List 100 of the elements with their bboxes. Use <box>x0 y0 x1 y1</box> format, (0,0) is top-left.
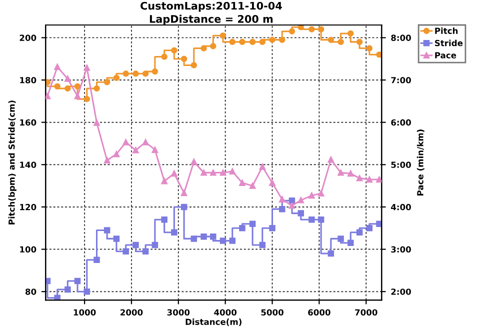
point <box>171 47 178 54</box>
point <box>152 68 158 75</box>
point <box>84 288 90 295</box>
point <box>190 236 198 242</box>
point <box>318 216 324 223</box>
point <box>94 256 100 263</box>
y-tick-label: 180 <box>20 76 36 84</box>
point <box>113 150 120 158</box>
x-tick-label: 3000 <box>167 309 190 316</box>
point <box>249 220 256 228</box>
point <box>220 170 226 176</box>
point <box>239 224 246 232</box>
point <box>376 220 382 228</box>
point <box>161 54 168 60</box>
chart-subtitle: LapDistance = 200 m <box>150 14 273 25</box>
point <box>104 227 110 234</box>
point <box>152 242 158 248</box>
point <box>366 176 373 183</box>
point <box>64 286 71 293</box>
point <box>356 175 363 182</box>
point <box>229 168 236 175</box>
point <box>376 176 382 183</box>
point <box>269 36 276 43</box>
y-tick-label: 80 <box>25 288 36 295</box>
point <box>348 240 354 246</box>
point <box>348 170 354 177</box>
y-tick-label: 140 <box>20 162 36 168</box>
point <box>190 62 198 68</box>
point <box>64 85 71 92</box>
point <box>318 190 324 197</box>
point <box>46 92 51 100</box>
point <box>54 83 60 90</box>
y-axis-title: Pitch(bpm) and Stride(cm) <box>8 100 16 224</box>
point <box>259 164 266 170</box>
point <box>338 236 344 242</box>
y2-tick-label: 7:00 <box>391 76 411 84</box>
point <box>239 180 246 186</box>
point <box>113 74 120 82</box>
point <box>161 216 168 223</box>
point <box>308 216 315 223</box>
y2-tick-label: 5:00 <box>391 162 411 168</box>
point <box>356 38 363 46</box>
y-tick-label: 200 <box>20 34 36 41</box>
x-tick-label: 7000 <box>355 309 378 316</box>
point <box>288 197 296 204</box>
point <box>318 26 324 32</box>
x-tick-label: 4000 <box>214 309 237 316</box>
point <box>94 85 100 92</box>
point <box>46 79 51 86</box>
legend-label: Pace <box>435 52 456 58</box>
point <box>328 36 334 43</box>
point <box>278 36 286 43</box>
point <box>308 26 315 32</box>
point <box>366 45 373 52</box>
point <box>229 38 236 46</box>
point <box>328 156 334 163</box>
point <box>269 224 276 232</box>
point <box>122 248 129 255</box>
point <box>269 180 276 186</box>
x-tick-label: 1000 <box>74 309 96 316</box>
point <box>259 38 266 46</box>
point <box>356 229 363 236</box>
point <box>74 83 81 90</box>
point <box>298 197 304 204</box>
point <box>171 170 178 177</box>
point <box>200 233 207 240</box>
point <box>171 229 178 236</box>
point <box>366 224 373 232</box>
y-tick-label: 160 <box>20 119 36 126</box>
point <box>122 70 129 77</box>
chart-title: CustomLaps:2011-10-04 <box>140 2 282 12</box>
legend-label: Stride <box>434 40 463 46</box>
point <box>84 64 90 71</box>
point <box>278 206 286 212</box>
point <box>74 278 81 284</box>
y-tick-label: 120 <box>20 204 36 210</box>
point <box>74 92 81 100</box>
point <box>84 96 90 102</box>
point <box>200 45 207 52</box>
point <box>180 204 188 210</box>
point <box>308 192 315 199</box>
y-tick-label: 100 <box>20 246 36 253</box>
point <box>288 28 296 34</box>
point <box>210 233 216 240</box>
point <box>180 56 188 62</box>
point <box>210 43 216 50</box>
point <box>104 157 110 164</box>
x-axis-title: Distance(m) <box>186 318 242 326</box>
point <box>338 38 344 46</box>
point <box>278 196 286 202</box>
point <box>54 64 60 70</box>
point <box>142 248 149 255</box>
point <box>328 250 334 257</box>
point <box>348 30 354 37</box>
point <box>220 32 226 39</box>
point <box>229 238 236 244</box>
point <box>239 38 246 46</box>
y2-tick-label: 4:00 <box>391 204 411 210</box>
point <box>104 79 110 86</box>
point <box>180 190 188 196</box>
